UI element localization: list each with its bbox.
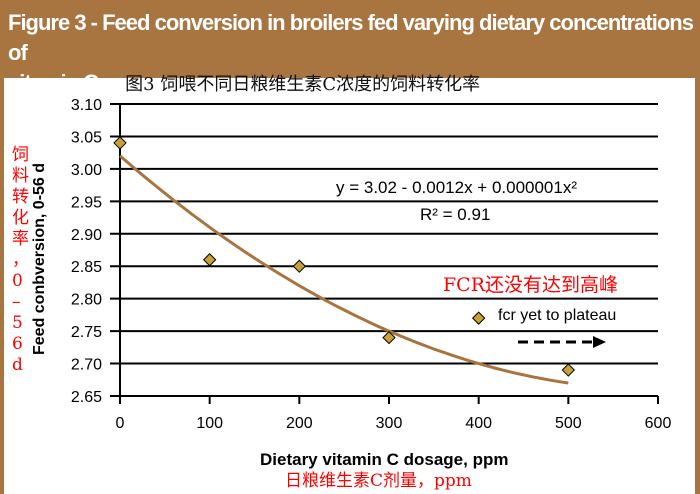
trendline — [119, 154, 569, 385]
x-tick-label: 100 — [196, 415, 223, 432]
data-point — [382, 330, 396, 345]
arrow-head-icon — [593, 336, 606, 348]
trend-equation: y = 3.02 - 0.0012x + 0.000001x² — [336, 178, 577, 197]
y-tick-label: 3.00 — [71, 162, 102, 179]
y-tick-label: 2.85 — [71, 259, 102, 276]
x-tick-label: 600 — [645, 415, 672, 432]
x-tick-label: 0 — [116, 415, 125, 432]
data-point — [561, 363, 576, 377]
y-axis-label-zh: 饲料转化率， 0–5 6 d — [12, 145, 29, 375]
x-axis-label: Dietary vitamin C dosage, ppm — [260, 450, 508, 469]
y-tick-label: 3.05 — [71, 129, 102, 146]
annotation-en: fcr yet to plateau — [498, 307, 616, 324]
y-tick-label: 2.70 — [71, 357, 102, 374]
y-tick-label: 2.75 — [71, 324, 102, 341]
y-tick-label: 2.80 — [71, 292, 102, 309]
title-zh: 图3 饲喂不同日粮维生素C浓度的饲料转化率 — [125, 74, 481, 95]
x-tick-label: 400 — [465, 415, 492, 432]
title-en-2: vitamin C. — [8, 70, 104, 95]
x-tick-label: 500 — [555, 415, 582, 432]
x-tick-label: 300 — [376, 415, 403, 432]
annotation-zh: FCR还没有达到高峰 — [443, 274, 618, 296]
data-point — [292, 259, 307, 273]
data-point — [113, 136, 127, 150]
x-tick-label: 200 — [286, 415, 313, 432]
y-tick-label: 2.65 — [71, 389, 102, 406]
y-tick-label: 3.10 — [71, 97, 102, 114]
figure-header: Figure 3 - Feed conversion in broilers f… — [0, 0, 700, 95]
r-squared: R² = 0.91 — [420, 205, 490, 224]
x-axis-label-zh: 日粮维生素C剂量，ppm — [285, 471, 472, 491]
data-point — [471, 311, 486, 325]
y-tick-label: 2.95 — [71, 194, 102, 211]
title-en: Figure 3 - Feed conversion in broilers f… — [8, 10, 694, 65]
data-point — [202, 253, 217, 267]
y-tick-label: 2.90 — [71, 227, 102, 244]
y-axis-label: Feed conbversion, 0-56 d — [31, 163, 48, 355]
